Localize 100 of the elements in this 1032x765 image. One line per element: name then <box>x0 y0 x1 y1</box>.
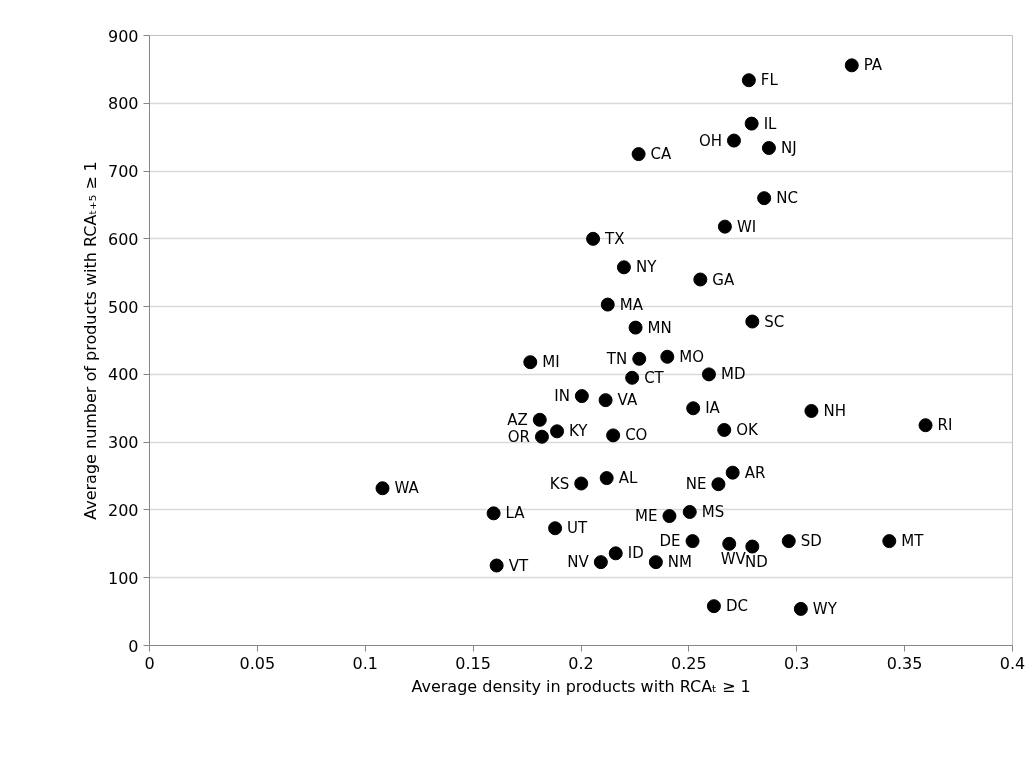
point <box>375 481 390 496</box>
annotation: GA <box>712 270 735 289</box>
annotation: VT <box>508 556 529 575</box>
point <box>600 297 615 312</box>
point <box>701 367 716 382</box>
annotation: OK <box>736 420 760 439</box>
point <box>717 219 732 234</box>
annotation: WY <box>812 599 838 618</box>
point <box>550 424 565 439</box>
point <box>534 429 549 444</box>
point <box>599 471 614 486</box>
annotation: MA <box>619 295 644 314</box>
point <box>523 355 538 370</box>
annotation: VA <box>617 391 638 410</box>
annotation: PA <box>863 56 883 75</box>
point <box>616 260 631 275</box>
annotation: SD <box>800 532 822 551</box>
y-tick-label: 400 <box>107 365 139 385</box>
annotation: DE <box>659 532 681 551</box>
point <box>781 534 796 549</box>
x-tick-label: 0.05 <box>239 653 276 673</box>
point <box>725 465 740 480</box>
x-tick-label: 0.25 <box>671 653 707 673</box>
point <box>793 601 808 616</box>
point <box>706 599 721 614</box>
point <box>660 349 675 364</box>
point <box>918 418 933 433</box>
y-tick-label: 300 <box>107 433 139 453</box>
annotation: DC <box>725 597 748 616</box>
annotation: IN <box>554 387 570 406</box>
point <box>726 133 741 148</box>
point <box>757 191 772 206</box>
point <box>489 558 504 573</box>
annotation: SC <box>764 312 785 331</box>
annotation: ID <box>627 544 644 563</box>
x-tick-label: 0.2 <box>568 653 594 673</box>
annotation: RI <box>937 416 953 435</box>
x-tick-label: 0.35 <box>886 653 923 673</box>
point <box>628 320 643 335</box>
point <box>625 370 640 385</box>
y-tick-label: 200 <box>107 500 139 520</box>
annotation: AR <box>744 463 766 482</box>
point <box>608 546 623 561</box>
annotation: NH <box>823 401 846 420</box>
annotation: LA <box>505 504 526 523</box>
annotation: OH <box>698 131 722 150</box>
annotation: ME <box>635 507 658 526</box>
point <box>593 555 608 570</box>
annotation: IL <box>763 114 778 133</box>
annotation: TX <box>604 229 625 248</box>
point <box>722 536 737 551</box>
annotation: UT <box>567 519 589 538</box>
x-tick-label: 0 <box>144 653 155 673</box>
annotation: FL <box>760 71 779 90</box>
point <box>598 393 613 408</box>
annotation: NC <box>776 189 798 208</box>
point <box>761 141 776 155</box>
point <box>486 506 501 521</box>
annotation: NE <box>685 475 707 494</box>
point <box>574 389 589 404</box>
y-tick-label: 100 <box>107 568 139 588</box>
annotation: MS <box>701 502 725 521</box>
point <box>744 116 759 131</box>
point <box>631 147 646 162</box>
y-axis-title: Average number of products with RCAₜ₊₅ ≥ 1 <box>80 161 100 520</box>
annotation: WI <box>736 217 757 236</box>
annotation: IA <box>705 399 721 418</box>
point <box>548 521 563 536</box>
annotation: NM <box>667 553 693 572</box>
y-tick-label: 500 <box>107 297 139 317</box>
point <box>882 534 897 549</box>
annotation: MN <box>647 318 672 337</box>
annotation: WA <box>394 479 420 498</box>
point <box>711 477 726 492</box>
y-tick-label: 900 <box>107 26 139 46</box>
point <box>717 422 732 437</box>
point <box>606 428 621 443</box>
point <box>745 539 760 554</box>
x-tick-label: 0.1 <box>352 653 378 673</box>
point <box>685 534 700 549</box>
point <box>632 351 647 366</box>
point <box>686 401 701 416</box>
annotation: MD <box>720 365 746 384</box>
annotation: CA <box>650 145 673 164</box>
annotation: AZ <box>507 410 528 429</box>
x-tick-label: 0.4 <box>999 653 1026 673</box>
annotation: NV <box>567 553 590 572</box>
y-tick-label: 0 <box>128 636 139 656</box>
x-tick-label: 0.3 <box>784 653 810 673</box>
point <box>586 231 601 246</box>
point <box>804 404 819 418</box>
annotation: NJ <box>780 139 797 158</box>
point <box>741 73 756 88</box>
y-tick-label: 700 <box>107 162 139 182</box>
annotation: MI <box>542 353 560 372</box>
point <box>532 412 547 427</box>
annotation: CT <box>644 368 665 387</box>
point <box>682 504 697 519</box>
annotation: OR <box>507 427 530 446</box>
annotation: KS <box>549 474 570 493</box>
